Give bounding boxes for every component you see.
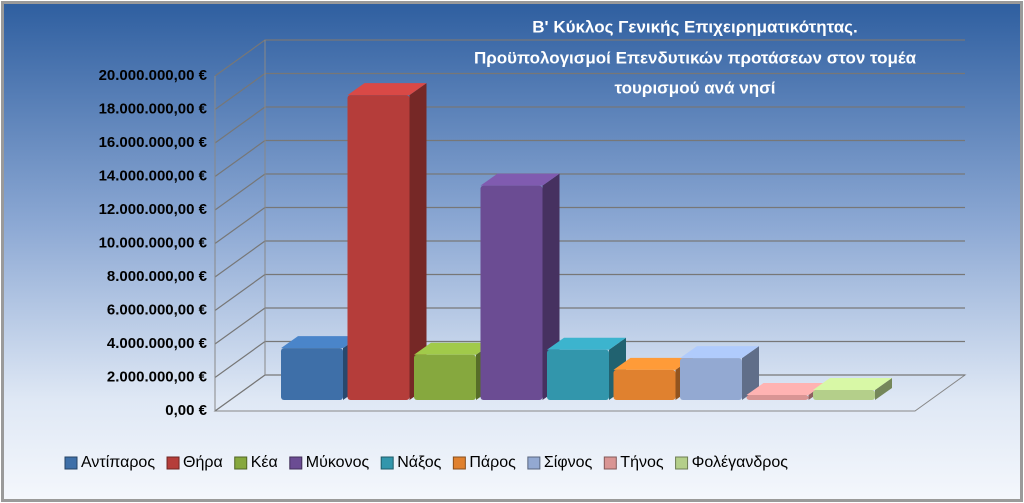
y-tick-label: 10.000.000,00 € bbox=[99, 234, 208, 251]
y-tick-label: 2.000.000,00 € bbox=[107, 368, 208, 385]
legend-swatch bbox=[380, 456, 394, 470]
bar-top bbox=[547, 337, 626, 350]
y-tick-label: 14.000.000,00 € bbox=[99, 167, 208, 184]
bar-side bbox=[875, 377, 892, 400]
legend-label: Πάρος bbox=[469, 454, 516, 471]
legend-swatch bbox=[675, 456, 689, 470]
bar bbox=[347, 95, 410, 401]
bar bbox=[613, 369, 676, 400]
legend-label: Κέα bbox=[251, 454, 278, 471]
bar-top bbox=[347, 83, 427, 96]
title-line: τουρισμού ανά νησί bbox=[615, 78, 776, 97]
legend-label: Αντίπαρος bbox=[81, 454, 155, 471]
title: Β' Κύκλος Γενικής Επιχειρηματικότητας. Π… bbox=[474, 17, 917, 97]
legend-swatch bbox=[603, 456, 617, 470]
y-tick-label: 20.000.000,00 € bbox=[99, 67, 208, 84]
y-tick-label: 16.000.000,00 € bbox=[99, 134, 208, 151]
bar-top bbox=[746, 382, 826, 395]
bar bbox=[680, 358, 742, 400]
legend-swatch bbox=[289, 456, 303, 470]
bar-top bbox=[480, 173, 560, 186]
bar-side bbox=[542, 173, 560, 400]
legend-swatch bbox=[64, 456, 78, 470]
bar bbox=[813, 389, 875, 400]
bar bbox=[480, 185, 543, 400]
bar-top bbox=[680, 346, 759, 359]
legend-label: Θήρα bbox=[183, 454, 223, 471]
legend-swatch bbox=[527, 456, 541, 470]
legend-label: Φολέγανδρος bbox=[692, 454, 789, 471]
bar bbox=[414, 354, 476, 400]
y-tick-label: 8.000.000,00 € bbox=[107, 268, 208, 285]
y-tick-label: 12.000.000,00 € bbox=[99, 201, 208, 218]
legend-label: Σίφνος bbox=[544, 454, 593, 471]
bar-top bbox=[813, 377, 892, 390]
bar bbox=[746, 394, 809, 400]
legend-swatch bbox=[452, 456, 466, 470]
bar bbox=[281, 348, 343, 400]
legend-label: Μύκονος bbox=[306, 454, 370, 471]
y-tick-label: 0,00 € bbox=[165, 402, 207, 419]
legend-label: Νάξος bbox=[397, 454, 441, 471]
y-tick-label: 6.000.000,00 € bbox=[107, 301, 208, 318]
bar-top bbox=[613, 357, 693, 370]
bar-top bbox=[414, 342, 493, 355]
y-tick-label: 4.000.000,00 € bbox=[107, 335, 208, 352]
legend-swatch bbox=[166, 456, 180, 470]
title-line: Β' Κύκλος Γενικής Επιχειρηματικότητας. bbox=[532, 17, 857, 36]
bar-top bbox=[281, 336, 360, 349]
y-tick-label: 18.000.000,00 € bbox=[99, 100, 208, 117]
bar bbox=[547, 349, 609, 400]
bar-side bbox=[409, 83, 427, 401]
bar-side bbox=[742, 346, 759, 400]
legend-swatch bbox=[234, 456, 248, 470]
legend: Αντίπαρος Θήρα Κέα Μύκονος Νάξος Πάρος Σίφνος Τ… bbox=[64, 454, 789, 471]
legend-label: Τήνος bbox=[620, 454, 664, 471]
title-line: Προϋπολογισμοί Επενδυτικών προτάσεων στο… bbox=[474, 48, 917, 67]
